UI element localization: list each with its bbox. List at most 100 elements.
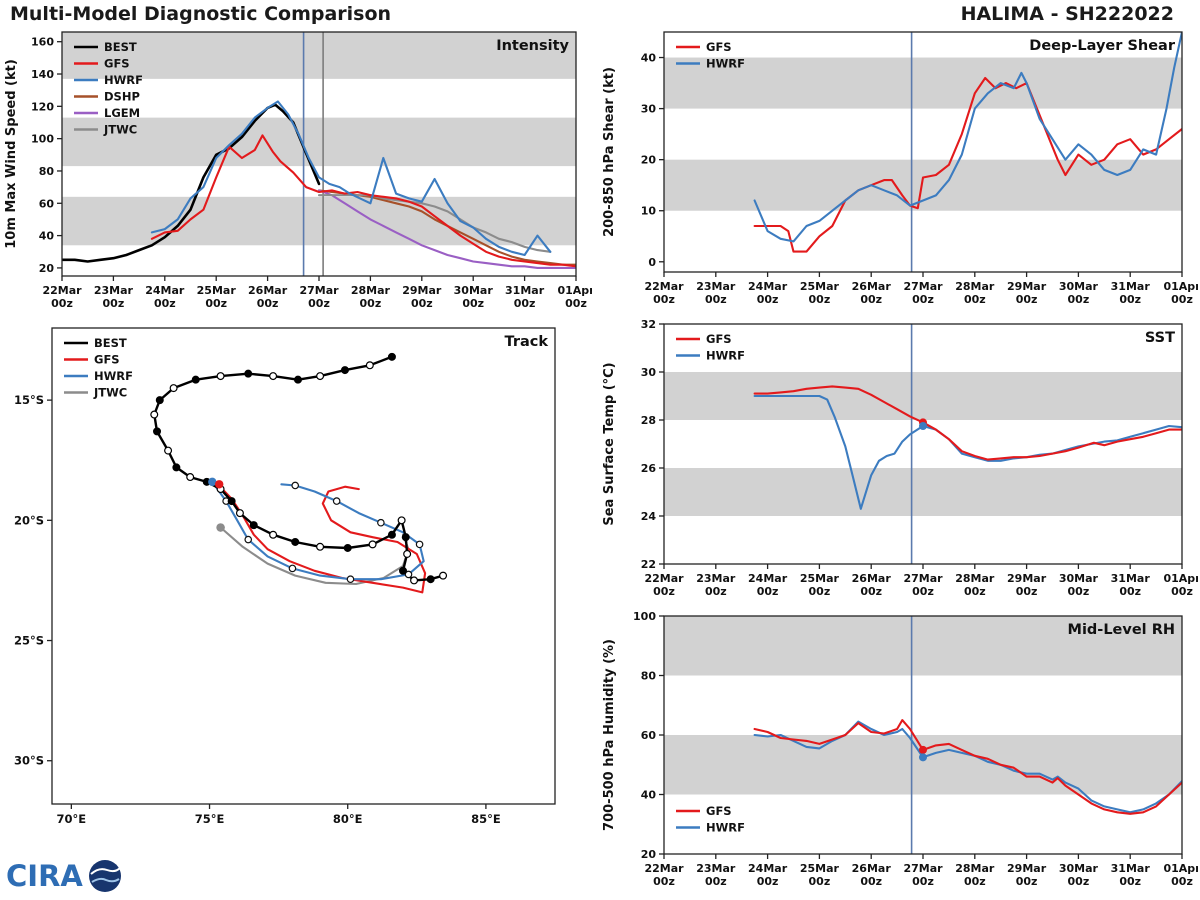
svg-text:00z: 00z xyxy=(860,293,882,306)
svg-text:27Mar: 27Mar xyxy=(903,572,943,585)
svg-text:30°S: 30°S xyxy=(14,754,44,768)
svg-text:22Mar: 22Mar xyxy=(644,572,684,585)
svg-text:00z: 00z xyxy=(653,293,675,306)
track-map: 70°E 75°E 80°E 85°E 15°S 20°S 25°S 30°S Track BES… xyxy=(14,327,556,826)
svg-text:HWRF: HWRF xyxy=(94,369,133,383)
storm-id: HALIMA - SH222022 xyxy=(960,3,1174,25)
svg-text:00z: 00z xyxy=(1016,585,1038,598)
svg-text:24Mar: 24Mar xyxy=(748,280,788,293)
svg-text:00z: 00z xyxy=(360,297,382,310)
svg-text:22Mar: 22Mar xyxy=(42,284,82,297)
svg-text:00z: 00z xyxy=(514,297,536,310)
svg-text:JTWC: JTWC xyxy=(93,386,127,400)
sst-chart: 22242628303222Mar00z23Mar00z24Mar00z25Ma… xyxy=(602,318,1198,598)
svg-text:80°E: 80°E xyxy=(333,812,363,826)
intensity-chart: 2040608010012014016022Mar00z23Mar00z24Ma… xyxy=(4,31,592,310)
svg-text:01Apr: 01Apr xyxy=(1163,572,1198,585)
page-title: Multi-Model Diagnostic Comparison xyxy=(10,3,392,25)
svg-text:00z: 00z xyxy=(809,585,831,598)
svg-text:100: 100 xyxy=(31,133,54,146)
svg-text:BEST: BEST xyxy=(104,40,137,54)
svg-text:31Mar: 31Mar xyxy=(1111,862,1151,875)
svg-text:00z: 00z xyxy=(1016,875,1038,888)
svg-text:00z: 00z xyxy=(565,297,587,310)
svg-text:00z: 00z xyxy=(912,875,934,888)
svg-text:25Mar: 25Mar xyxy=(197,284,237,297)
svg-text:00z: 00z xyxy=(1171,875,1193,888)
svg-text:00z: 00z xyxy=(860,585,882,598)
svg-text:00z: 00z xyxy=(51,297,73,310)
svg-text:29Mar: 29Mar xyxy=(1007,862,1047,875)
cira-globe-icon xyxy=(89,860,121,892)
svg-text:00z: 00z xyxy=(653,585,675,598)
svg-text:23Mar: 23Mar xyxy=(94,284,134,297)
svg-text:25Mar: 25Mar xyxy=(800,280,840,293)
svg-text:30Mar: 30Mar xyxy=(1059,572,1099,585)
svg-text:120: 120 xyxy=(31,100,54,113)
svg-text:23Mar: 23Mar xyxy=(696,572,736,585)
svg-text:Track: Track xyxy=(505,334,549,350)
svg-text:20°S: 20°S xyxy=(14,513,44,527)
svg-text:00z: 00z xyxy=(1119,875,1141,888)
svg-text:29Mar: 29Mar xyxy=(1007,280,1047,293)
svg-text:25°S: 25°S xyxy=(14,634,44,648)
svg-text:24Mar: 24Mar xyxy=(748,862,788,875)
svg-text:28Mar: 28Mar xyxy=(955,572,995,585)
svg-text:26Mar: 26Mar xyxy=(852,572,892,585)
svg-text:24Mar: 24Mar xyxy=(145,284,185,297)
svg-text:00z: 00z xyxy=(308,297,330,310)
svg-text:00z: 00z xyxy=(1171,585,1193,598)
svg-text:22Mar: 22Mar xyxy=(644,862,684,875)
svg-text:HWRF: HWRF xyxy=(706,349,745,363)
svg-text:26Mar: 26Mar xyxy=(852,280,892,293)
svg-text:31Mar: 31Mar xyxy=(505,284,545,297)
svg-text:27Mar: 27Mar xyxy=(903,862,943,875)
svg-text:00z: 00z xyxy=(205,297,227,310)
svg-text:Intensity: Intensity xyxy=(496,38,569,54)
svg-text:HWRF: HWRF xyxy=(104,73,143,87)
cira-logo-text: CIRA xyxy=(6,859,83,893)
svg-text:100: 100 xyxy=(633,610,656,623)
rh-chart: 2040608010022Mar00z23Mar00z24Mar00z25Mar… xyxy=(602,610,1198,888)
svg-text:00z: 00z xyxy=(964,875,986,888)
svg-text:22: 22 xyxy=(641,558,656,571)
svg-text:00z: 00z xyxy=(757,585,779,598)
svg-text:60: 60 xyxy=(39,197,55,210)
svg-text:26Mar: 26Mar xyxy=(248,284,288,297)
svg-text:24Mar: 24Mar xyxy=(748,572,788,585)
svg-text:GFS: GFS xyxy=(104,57,130,71)
svg-text:LGEM: LGEM xyxy=(104,106,140,120)
svg-text:28Mar: 28Mar xyxy=(955,862,995,875)
svg-text:01Apr: 01Apr xyxy=(1163,280,1198,293)
svg-text:00z: 00z xyxy=(964,585,986,598)
svg-text:22Mar: 22Mar xyxy=(644,280,684,293)
svg-text:30Mar: 30Mar xyxy=(454,284,494,297)
svg-text:00z: 00z xyxy=(1119,293,1141,306)
svg-text:BEST: BEST xyxy=(94,336,127,350)
svg-text:25Mar: 25Mar xyxy=(800,862,840,875)
svg-text:00z: 00z xyxy=(964,293,986,306)
svg-text:29Mar: 29Mar xyxy=(402,284,442,297)
svg-text:80: 80 xyxy=(641,670,657,683)
svg-text:00z: 00z xyxy=(912,293,934,306)
svg-text:28Mar: 28Mar xyxy=(955,280,995,293)
svg-text:30Mar: 30Mar xyxy=(1059,862,1099,875)
svg-text:60: 60 xyxy=(641,729,657,742)
svg-text:00z: 00z xyxy=(1068,293,1090,306)
svg-text:00z: 00z xyxy=(462,297,484,310)
svg-text:28Mar: 28Mar xyxy=(351,284,391,297)
svg-text:HWRF: HWRF xyxy=(706,57,745,71)
svg-text:29Mar: 29Mar xyxy=(1007,572,1047,585)
svg-text:00z: 00z xyxy=(860,875,882,888)
svg-text:26: 26 xyxy=(641,462,657,475)
svg-text:15°S: 15°S xyxy=(14,393,44,407)
svg-text:GFS: GFS xyxy=(706,40,732,54)
svg-text:GFS: GFS xyxy=(706,804,732,818)
svg-text:00z: 00z xyxy=(705,585,727,598)
svg-text:DSHP: DSHP xyxy=(104,90,140,104)
svg-text:JTWC: JTWC xyxy=(103,123,137,137)
svg-text:23Mar: 23Mar xyxy=(696,862,736,875)
svg-text:00z: 00z xyxy=(912,585,934,598)
svg-text:01Apr: 01Apr xyxy=(557,284,592,297)
svg-text:SST: SST xyxy=(1145,330,1175,346)
